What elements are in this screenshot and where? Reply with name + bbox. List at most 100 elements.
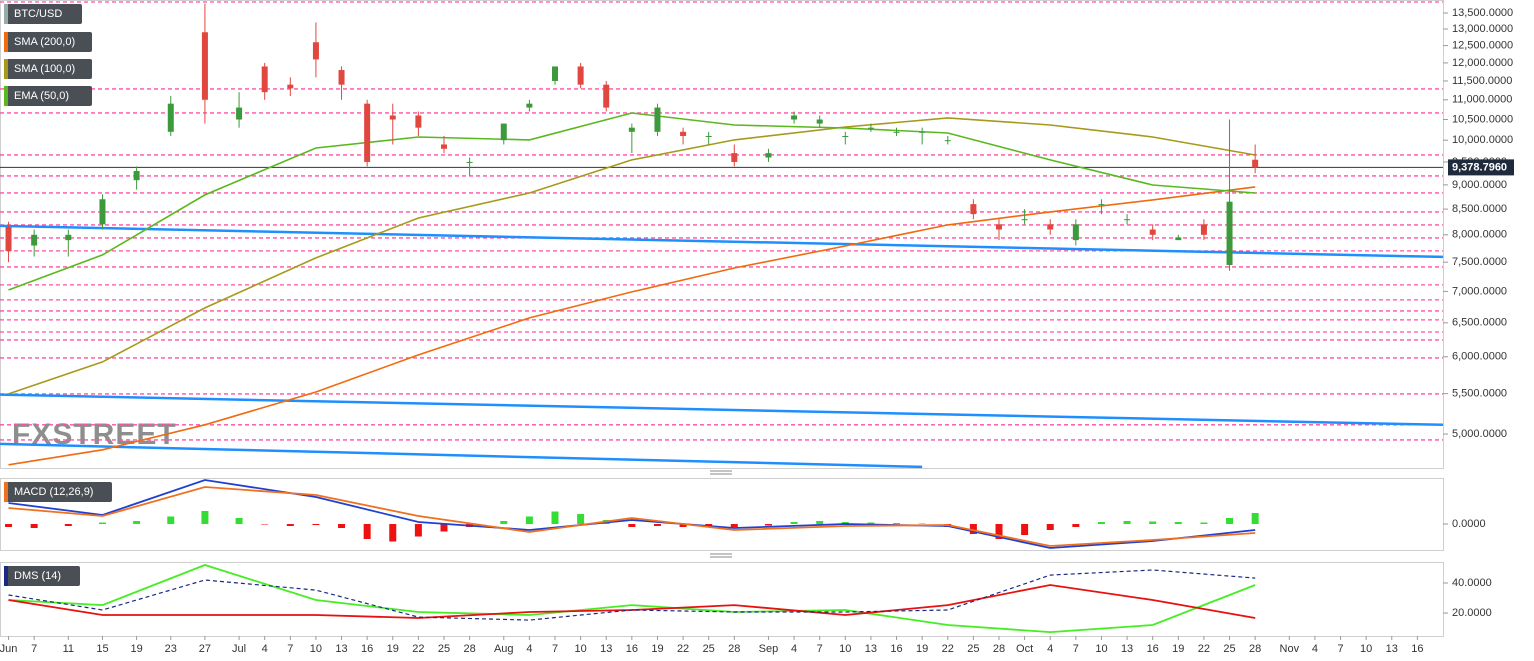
legend-label: EMA (50,0) [14,90,69,102]
x-tick-label: 19 [1172,643,1184,655]
y-tick-label: 5,000.0000 [1452,428,1507,440]
y-tick-label: 7,500.0000 [1452,256,1507,268]
y-tick-label: 12,000.0000 [1452,57,1513,69]
legend-box [4,59,92,79]
histogram-bar [1149,521,1157,524]
x-tick-label: 7 [1337,643,1343,655]
pane-grip[interactable] [710,553,732,558]
candle-body [389,115,396,120]
y-tick-label: 10,500.0000 [1452,113,1513,125]
last-price-box [1448,159,1514,176]
legend-box [4,4,82,24]
y-tick-label: 11,000.0000 [1452,94,1512,106]
x-tick-label: 4 [262,643,268,655]
y-tick-label: 10,000.0000 [1452,134,1513,146]
histogram-bar [235,518,243,524]
x-tick-label: Oct [1016,643,1033,655]
legend-label: SMA (100,0) [14,63,75,75]
histogram-bar [551,511,559,524]
x-tick-label: 13 [1386,643,1398,655]
x-tick-label: 7 [1073,643,1079,655]
candle-body [996,224,1002,230]
pane-grip[interactable] [710,470,732,475]
histogram-bar [133,521,141,524]
candle-body [65,234,72,241]
x-tick-label: 25 [438,643,450,655]
y-tick-label: 13,000.0000 [1452,23,1513,35]
line-series [8,112,1256,291]
x-tick-label: Sep [759,643,779,655]
candle-body [1098,204,1105,206]
candle-body [1175,237,1182,241]
candle-body [628,127,635,132]
candle-body [731,153,738,162]
x-tick-label: 16 [1411,643,1423,655]
x-tick-label: 4 [1047,643,1053,655]
line-series [8,486,1256,547]
legend-swatch [4,86,8,106]
histogram-bar [363,524,371,539]
candle-body [466,161,473,163]
y-tick-label: 7,000.0000 [1452,285,1507,297]
x-tick-label: 23 [165,643,177,655]
y-tick-label: 8,000.0000 [1452,229,1507,241]
legend-title: DMS (14) [14,570,61,582]
x-tick-label: 10 [1360,643,1372,655]
candle-body [705,135,712,137]
legend-box [4,32,92,52]
histogram-bar [389,524,397,542]
histogram-bar [500,521,508,524]
y-tick-label: 13,500.0000 [1452,7,1513,19]
legend-swatch [4,482,8,502]
candle-body [1149,229,1156,235]
histogram-bar [338,524,346,528]
candle-body [201,32,208,100]
y-tick-label: 12,500.0000 [1452,40,1513,52]
candle-body [603,84,610,108]
x-tick-label: 19 [387,643,399,655]
legend-label: SMA (200,0) [14,36,75,48]
legend-swatch [4,4,8,24]
histogram-bar [577,514,585,524]
candle-body [236,107,243,120]
candle-body [287,84,294,89]
x-tick-label: 7 [287,643,293,655]
x-tick-label: 16 [626,643,638,655]
histogram-bar [705,524,713,526]
histogram-bar [1174,522,1182,524]
candle-body [441,144,447,149]
x-tick-label: 11 [63,643,74,655]
candle-body [944,140,951,142]
legend-swatch [4,32,8,52]
histogram-bar [1072,524,1080,527]
x-tick-label: 13 [335,643,347,655]
histogram-bar [30,524,38,528]
x-tick-label: 28 [1249,643,1261,655]
x-tick-label: 19 [651,643,663,655]
candle-body [893,131,900,133]
candle-body [680,131,687,136]
candle-body [867,127,874,129]
y-tick-label: 20.0000 [1452,607,1492,619]
legend-swatch [4,566,8,586]
candle-body [842,135,849,137]
x-tick-label: 19 [130,643,142,655]
histogram-bar [1226,518,1234,524]
candle-body [261,66,268,93]
x-tick-label: 25 [703,643,715,655]
trendline [0,393,1444,427]
x-tick-label: 10 [574,643,586,655]
candle-body [577,66,584,85]
x-tick-label: 16 [1147,643,1159,655]
y-tick-label: 8,500.0000 [1452,203,1507,215]
x-tick-label: 22 [1198,643,1210,655]
trendline [0,224,1444,259]
x-tick-label: 28 [463,643,475,655]
y-tick-label: 9,000.0000 [1452,179,1507,191]
candle-body [99,199,106,225]
candle-body [1200,224,1207,235]
candle-body [526,103,533,108]
y-tick-label: 40.0000 [1452,577,1492,589]
histogram-bar [98,522,106,524]
